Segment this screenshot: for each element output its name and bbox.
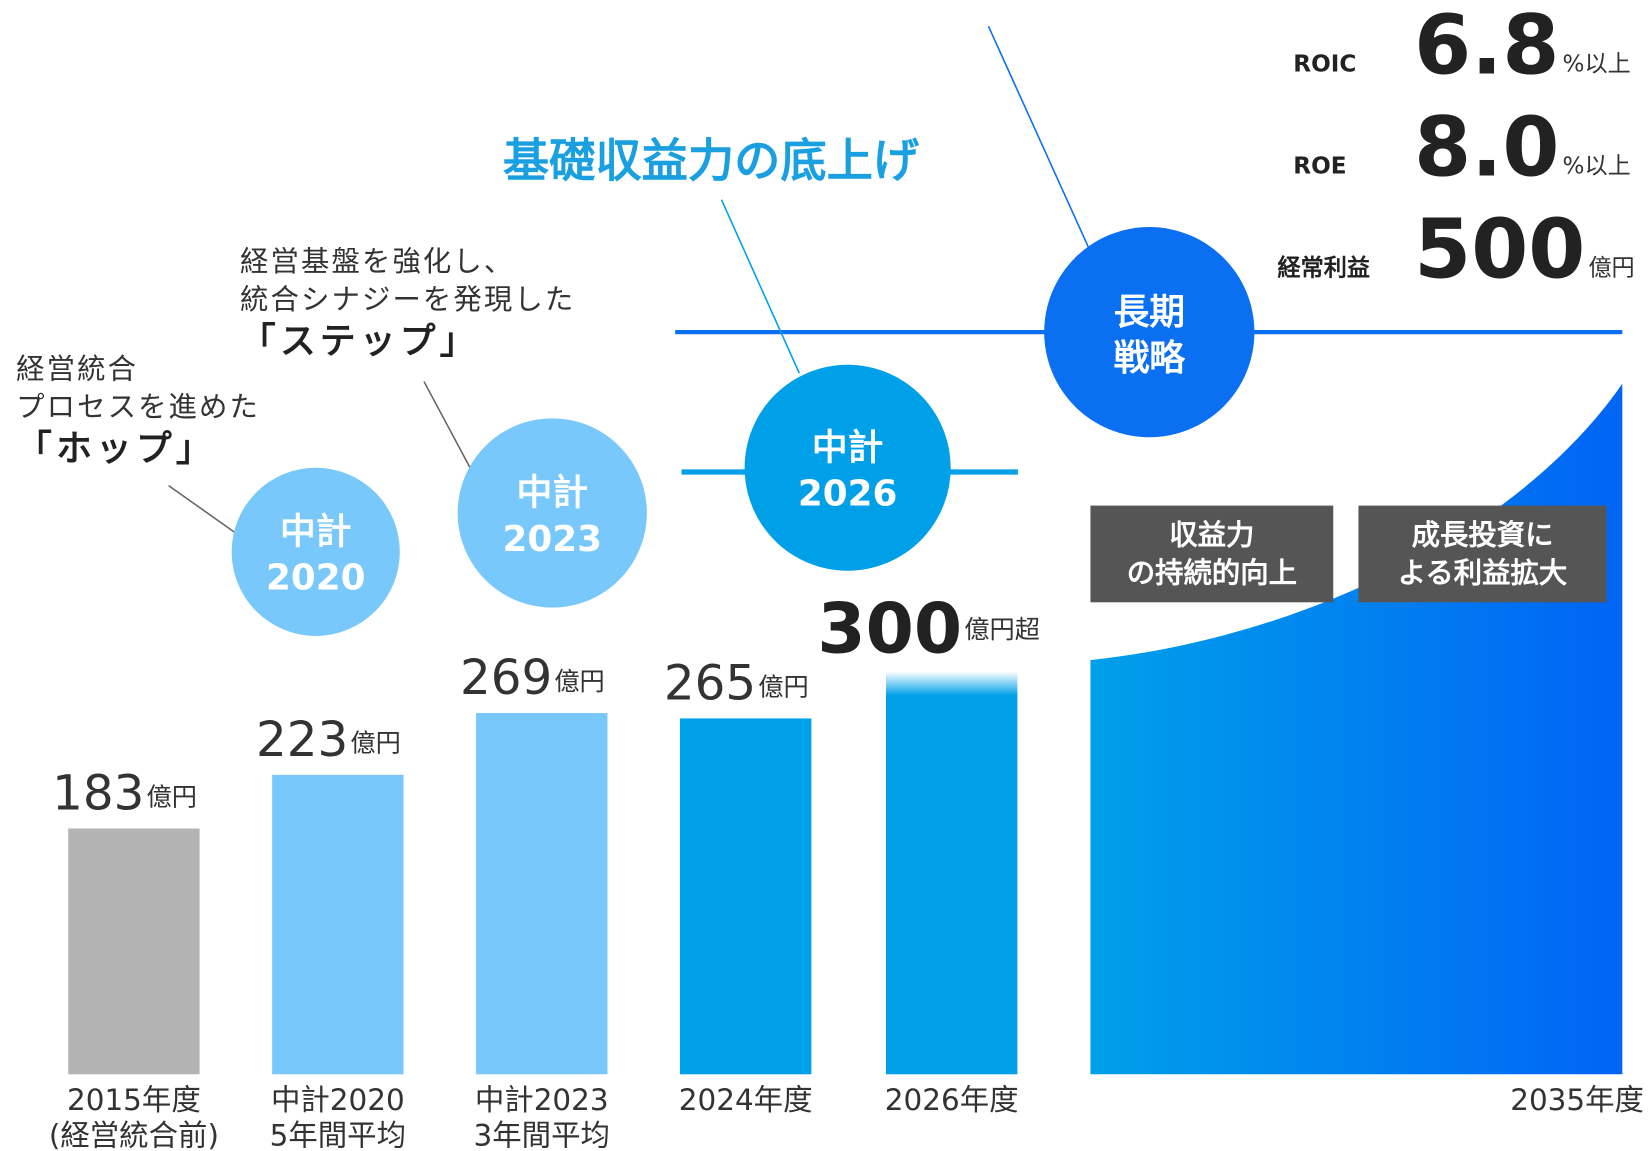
annotation-emphasis: 「ホップ」 — [16, 428, 216, 469]
plan-label: 中計 — [812, 427, 883, 468]
target-unit: %以上 — [1563, 51, 1631, 77]
box-label: 成長投資に — [1412, 518, 1554, 551]
bar — [885, 671, 1018, 1075]
value-label: 183 — [52, 766, 144, 822]
plan-circle — [231, 467, 400, 636]
bar — [68, 828, 200, 1075]
plan-label: 中計 — [280, 511, 351, 552]
pointer — [168, 484, 241, 537]
target-label: ROIC — [1293, 51, 1356, 77]
plan-label: 2026 — [798, 474, 897, 515]
plan-circle — [457, 418, 647, 608]
pointer — [987, 25, 1090, 248]
plan-label: 2023 — [503, 519, 602, 560]
annotation: 経営基盤を強化し、 — [240, 245, 514, 278]
annotation: 経営統合 — [16, 352, 138, 385]
target-value: 6.8 — [1414, 0, 1559, 94]
plan-label: 戦略 — [1114, 338, 1187, 379]
bar — [679, 718, 812, 1075]
value-label: 223 — [256, 712, 348, 768]
bar — [476, 713, 608, 1075]
box — [1358, 505, 1607, 603]
target-value: 500 — [1414, 203, 1585, 298]
target-label: 経常利益 — [1278, 254, 1370, 281]
heading: 基礎収益力の底上げ — [503, 134, 920, 188]
plan-label: 中計 — [517, 473, 588, 514]
x-tick-label: 2026年度 — [885, 1083, 1019, 1117]
x-tick-label: 2024年度 — [679, 1083, 813, 1117]
box-label: 収益力 — [1169, 518, 1254, 551]
target-unit: 億円 — [1588, 255, 1634, 281]
value-unit: 億円 — [147, 782, 197, 811]
bar — [272, 774, 404, 1075]
box-label: の持続的向上 — [1127, 556, 1297, 589]
target-label: ROE — [1293, 153, 1346, 179]
value-unit: 億円 — [758, 672, 808, 701]
annotation-emphasis: 「ステップ」 — [240, 321, 480, 362]
value-label: 265 — [664, 655, 756, 711]
value-label: 269 — [460, 650, 552, 706]
plan-circle — [744, 364, 951, 571]
plan-label: 長期 — [1114, 292, 1185, 333]
x-tick-sublabel: 3年間平均 — [474, 1119, 610, 1151]
target-unit: %以上 — [1563, 153, 1631, 179]
annotation: 統合シナジーを発現した — [240, 283, 575, 316]
x-label: 2035年度 — [1510, 1083, 1644, 1117]
plan-circle — [1044, 227, 1255, 438]
x-tick-label: 2015年度 — [67, 1083, 201, 1117]
x-tick-sublabel: 5年間平均 — [270, 1119, 406, 1151]
box-label: よる利益拡大 — [1398, 556, 1568, 589]
plan-label: 2020 — [266, 558, 365, 599]
box — [1090, 505, 1334, 603]
value-unit: 億円 — [554, 667, 604, 696]
x-tick-label: 中計2023 — [475, 1083, 609, 1117]
pointer — [423, 381, 474, 473]
target-value: 8.0 — [1414, 101, 1559, 196]
x-tick-sublabel: (経営統合前) — [49, 1119, 219, 1151]
value-label: 300 — [817, 589, 962, 669]
growth-area — [1090, 383, 1623, 1075]
value-unit: 億円 — [350, 729, 400, 758]
x-tick-label: 中計2020 — [271, 1083, 405, 1117]
pointer — [720, 199, 800, 374]
value-unit: 億円超 — [964, 615, 1040, 644]
annotation: プロセスを進めた — [16, 390, 260, 423]
